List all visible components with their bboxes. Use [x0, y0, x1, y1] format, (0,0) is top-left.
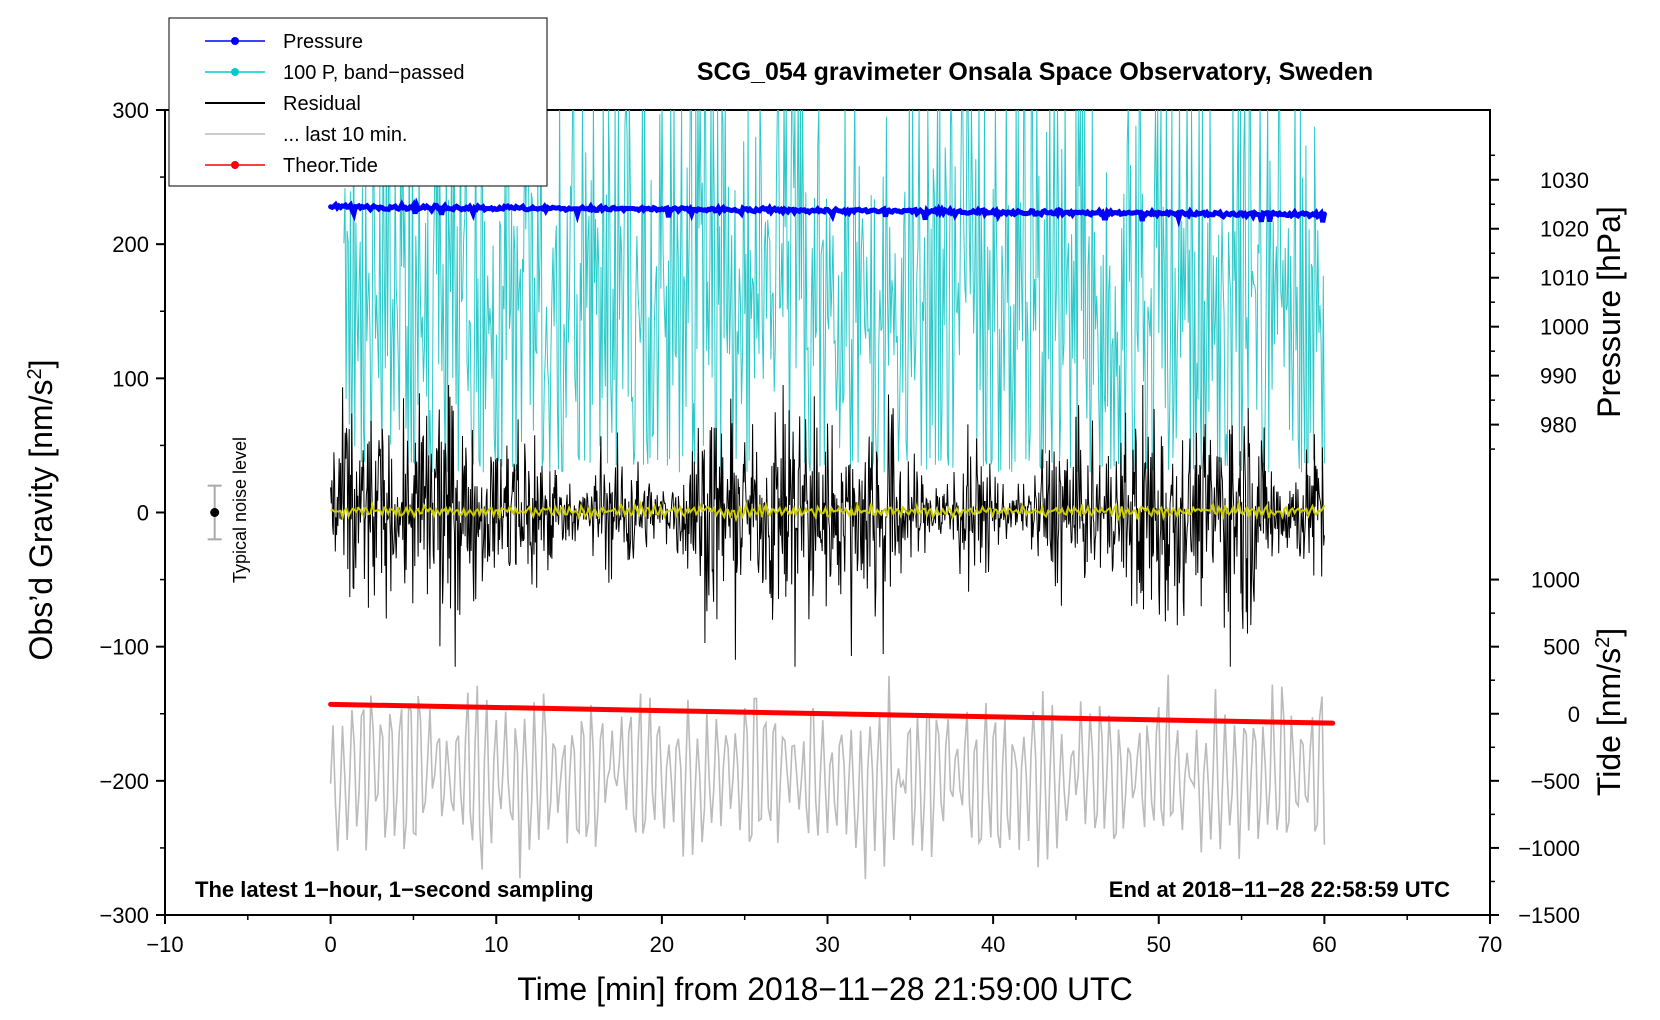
tide-tick-label: −500	[1530, 769, 1580, 794]
series-layer	[328, 110, 1336, 880]
legend-swatch-marker	[231, 161, 239, 169]
y2-axis-title: Pressure [hPa]	[1591, 206, 1627, 418]
series-clip-group	[328, 110, 1327, 880]
y-axis-tide: −1500 −1000 −500 0 500 1000	[1490, 568, 1580, 928]
legend-swatch-marker	[231, 37, 239, 45]
y-axis-gravity: −300 −200 −100 0 100 200 300	[99, 98, 165, 928]
y-tick-label: −300	[99, 903, 149, 928]
pressure-line	[328, 197, 1327, 228]
pressure-tick-label: 1010	[1540, 266, 1589, 291]
legend-label: 100 P, band−passed	[283, 62, 464, 84]
y3-axis-title: Tide [nm/s2]	[1591, 628, 1627, 796]
tide-tick-label: −1500	[1518, 903, 1580, 928]
y-tick-label: 300	[112, 98, 149, 123]
tide-tick-label: 1000	[1531, 568, 1580, 593]
bandpassed-pressure-line	[343, 110, 1325, 473]
x-tick-label: 30	[815, 932, 839, 957]
y-tick-label: 0	[137, 501, 149, 526]
smoothed-residual-line	[330, 499, 1326, 524]
pressure-tick-label: 990	[1540, 364, 1577, 389]
x-tick-label: 20	[650, 932, 674, 957]
legend: Pressure 100 P, band−passed Residual ... la…	[168, 17, 548, 187]
noise-level-label: Typical noise level	[230, 437, 250, 583]
end-time-annotation: End at 2018−11−28 22:58:59 UTC	[1109, 877, 1450, 902]
theoretical-tide-line	[328, 701, 1336, 726]
residual-line	[330, 384, 1325, 667]
sampling-annotation: The latest 1−hour, 1−second sampling	[195, 877, 594, 902]
chart-title: SCG_054 gravimeter Onsala Space Observat…	[697, 58, 1373, 86]
noise-bar-center	[210, 508, 220, 517]
legend-label: Theor.Tide	[283, 155, 378, 177]
x-tick-label: 70	[1478, 932, 1502, 957]
x-axis-title: Time [min] from 2018−11−28 21:59:00 UTC	[517, 971, 1132, 1007]
pressure-tick-label: 980	[1540, 413, 1577, 438]
x-axis: −10 0 10 20 30 40 50 60 70	[146, 915, 1502, 957]
legend-label: ... last 10 min.	[283, 124, 408, 146]
x-tick-label: 0	[325, 932, 337, 957]
y-axis-pressure: 980 990 1000 1010 1020 1030	[1490, 154, 1589, 450]
x-tick-label: 10	[484, 932, 508, 957]
y-tick-label: 100	[112, 366, 149, 391]
y-tick-label: −200	[99, 769, 149, 794]
pressure-tick-label: 1030	[1540, 168, 1589, 193]
x-tick-label: 50	[1147, 932, 1171, 957]
noise-bar	[207, 484, 222, 541]
last-10-min-line	[329, 674, 1326, 880]
tide-tick-label: 0	[1568, 702, 1580, 727]
x-tick-label: −10	[146, 932, 183, 957]
tide-tick-label: −1000	[1518, 836, 1580, 861]
pressure-tick-label: 1020	[1540, 217, 1589, 242]
legend-swatch-marker	[231, 68, 239, 76]
y-axis-title: Obs’d Gravity [nm/s2]	[23, 360, 59, 661]
x-tick-label: 60	[1312, 932, 1336, 957]
tide-tick-label: 500	[1543, 635, 1580, 660]
y-tick-label: −100	[99, 635, 149, 660]
legend-label: Pressure	[283, 31, 363, 53]
y-tick-label: 200	[112, 232, 149, 257]
pressure-tick-label: 1000	[1540, 315, 1589, 340]
x-tick-label: 40	[981, 932, 1005, 957]
legend-label: Residual	[283, 93, 361, 115]
